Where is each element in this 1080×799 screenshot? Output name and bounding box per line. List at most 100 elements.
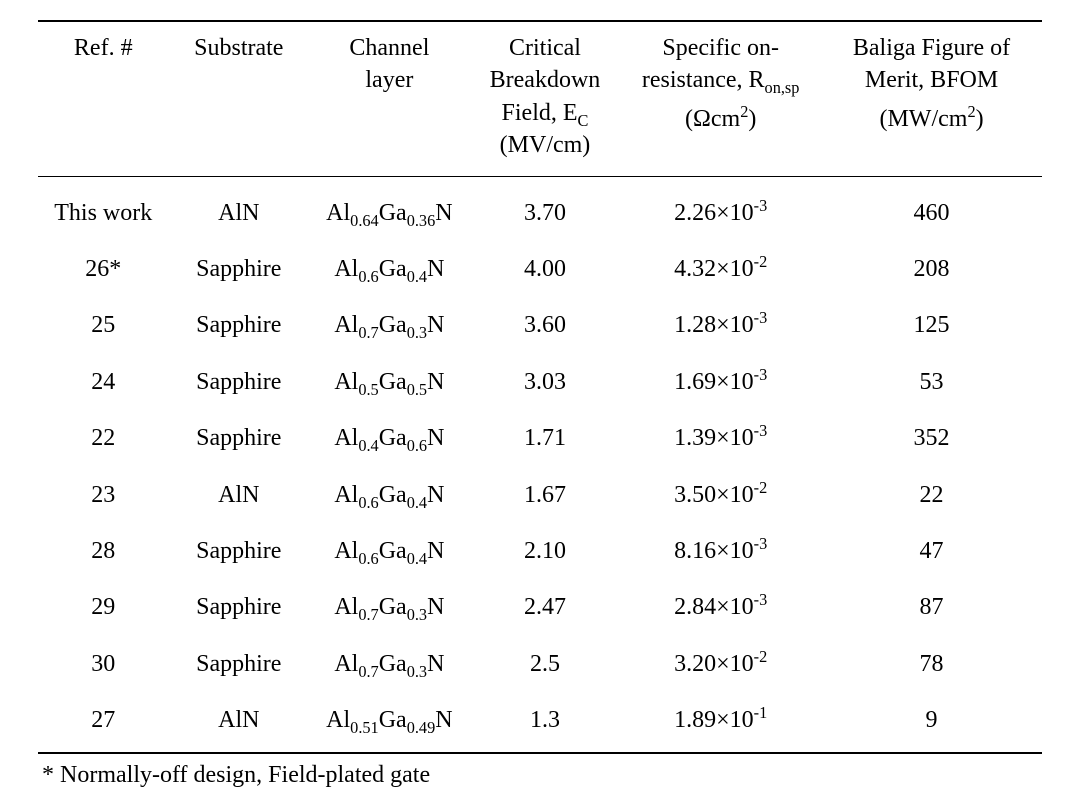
- cell-ron: 3.50×10-2: [620, 467, 821, 523]
- header-text: ): [748, 106, 756, 132]
- header-superscript: 2: [967, 102, 975, 121]
- header-subscript: C: [578, 111, 589, 130]
- cell-substrate: Sapphire: [169, 410, 310, 466]
- cell-ref: 28: [38, 523, 169, 579]
- cell-ron: 3.20×10-2: [620, 636, 821, 692]
- page: Ref. # Substrate Channel layer Critical …: [0, 0, 1080, 799]
- cell-channel: Al0.64Ga0.36N: [309, 176, 470, 241]
- header-text: ): [976, 106, 984, 132]
- header-text: Substrate: [173, 32, 306, 64]
- comparison-table: Ref. # Substrate Channel layer Critical …: [38, 20, 1042, 754]
- cell-ref: 24: [38, 354, 169, 410]
- cell-ref: 27: [38, 692, 169, 753]
- header-text: Ref. #: [42, 32, 165, 64]
- cell-ron: 4.32×10-2: [620, 241, 821, 297]
- cell-bfom: 47: [821, 523, 1042, 579]
- table-row: 26*SapphireAl0.6Ga0.4N4.004.32×10-2208: [38, 241, 1042, 297]
- cell-channel: Al0.5Ga0.5N: [309, 354, 470, 410]
- cell-channel: Al0.7Ga0.3N: [309, 636, 470, 692]
- header-text: Channel: [313, 32, 466, 64]
- header-text: (MV/cm): [474, 129, 617, 161]
- table-row: 30SapphireAl0.7Ga0.3N2.53.20×10-278: [38, 636, 1042, 692]
- col-header-bfom: Baliga Figure of Merit, BFOM (MW/cm2): [821, 21, 1042, 176]
- cell-ec: 2.5: [470, 636, 621, 692]
- col-header-ron: Specific on- resistance, Ron,sp (Ωcm2): [620, 21, 821, 176]
- cell-substrate: Sapphire: [169, 241, 310, 297]
- table-row: 27AlNAl0.51Ga0.49N1.31.89×10-19: [38, 692, 1042, 753]
- header-text: (MW/cm: [879, 106, 967, 132]
- cell-bfom: 9: [821, 692, 1042, 753]
- table-row: 29SapphireAl0.7Ga0.3N2.472.84×10-387: [38, 579, 1042, 635]
- header-text: Critical: [474, 32, 617, 64]
- cell-ron: 1.39×10-3: [620, 410, 821, 466]
- cell-ref: 23: [38, 467, 169, 523]
- cell-channel: Al0.7Ga0.3N: [309, 579, 470, 635]
- cell-ec: 2.47: [470, 579, 621, 635]
- cell-ron: 2.84×10-3: [620, 579, 821, 635]
- cell-channel: Al0.4Ga0.6N: [309, 410, 470, 466]
- cell-substrate: Sapphire: [169, 523, 310, 579]
- table-row: 22SapphireAl0.4Ga0.6N1.711.39×10-3352: [38, 410, 1042, 466]
- cell-bfom: 53: [821, 354, 1042, 410]
- table-footnote: * Normally-off design, Field-plated gate: [38, 754, 1042, 789]
- cell-substrate: AlN: [169, 176, 310, 241]
- cell-channel: Al0.6Ga0.4N: [309, 523, 470, 579]
- cell-substrate: Sapphire: [169, 579, 310, 635]
- cell-bfom: 22: [821, 467, 1042, 523]
- cell-ec: 3.60: [470, 297, 621, 353]
- table-body: This workAlNAl0.64Ga0.36N3.702.26×10-346…: [38, 176, 1042, 753]
- table-row: This workAlNAl0.64Ga0.36N3.702.26×10-346…: [38, 176, 1042, 241]
- cell-ron: 1.89×10-1: [620, 692, 821, 753]
- col-header-channel: Channel layer: [309, 21, 470, 176]
- header-text: Field, EC: [474, 97, 617, 129]
- cell-ec: 1.3: [470, 692, 621, 753]
- cell-bfom: 125: [821, 297, 1042, 353]
- col-header-substrate: Substrate: [169, 21, 310, 176]
- header-text: Merit, BFOM: [825, 64, 1038, 96]
- cell-ec: 3.70: [470, 176, 621, 241]
- header-text: cm: [711, 106, 740, 132]
- table-row: 25SapphireAl0.7Ga0.3N3.601.28×10-3125: [38, 297, 1042, 353]
- cell-ec: 4.00: [470, 241, 621, 297]
- cell-ron: 1.28×10-3: [620, 297, 821, 353]
- cell-ec: 3.03: [470, 354, 621, 410]
- cell-channel: Al0.6Ga0.4N: [309, 467, 470, 523]
- cell-ref: This work: [38, 176, 169, 241]
- cell-ref: 29: [38, 579, 169, 635]
- header-text: Ω: [693, 106, 711, 132]
- cell-bfom: 208: [821, 241, 1042, 297]
- cell-ron: 1.69×10-3: [620, 354, 821, 410]
- cell-ref: 22: [38, 410, 169, 466]
- cell-channel: Al0.6Ga0.4N: [309, 241, 470, 297]
- cell-substrate: Sapphire: [169, 297, 310, 353]
- cell-substrate: Sapphire: [169, 636, 310, 692]
- cell-ron: 2.26×10-3: [620, 176, 821, 241]
- cell-ec: 2.10: [470, 523, 621, 579]
- header-text: Specific on-: [624, 32, 817, 64]
- header-text: (Ωcm2): [624, 103, 817, 135]
- header-subscript: on,sp: [765, 78, 800, 97]
- header-text: resistance, Ron,sp: [624, 64, 817, 96]
- cell-bfom: 352: [821, 410, 1042, 466]
- cell-channel: Al0.51Ga0.49N: [309, 692, 470, 753]
- cell-ec: 1.67: [470, 467, 621, 523]
- cell-ec: 1.71: [470, 410, 621, 466]
- col-header-ref: Ref. #: [38, 21, 169, 176]
- header-text: (: [685, 106, 693, 132]
- cell-ref: 26*: [38, 241, 169, 297]
- cell-substrate: Sapphire: [169, 354, 310, 410]
- table-row: 23AlNAl0.6Ga0.4N1.673.50×10-222: [38, 467, 1042, 523]
- header-text: Breakdown: [474, 64, 617, 96]
- cell-substrate: AlN: [169, 467, 310, 523]
- header-text: resistance, R: [642, 67, 765, 93]
- header-text: (MW/cm2): [825, 103, 1038, 135]
- cell-ron: 8.16×10-3: [620, 523, 821, 579]
- cell-bfom: 460: [821, 176, 1042, 241]
- table-row: 28SapphireAl0.6Ga0.4N2.108.16×10-347: [38, 523, 1042, 579]
- col-header-ec: Critical Breakdown Field, EC (MV/cm): [470, 21, 621, 176]
- cell-bfom: 87: [821, 579, 1042, 635]
- header-text: layer: [313, 64, 466, 96]
- cell-ref: 25: [38, 297, 169, 353]
- cell-substrate: AlN: [169, 692, 310, 753]
- header-text: Field, E: [502, 100, 578, 126]
